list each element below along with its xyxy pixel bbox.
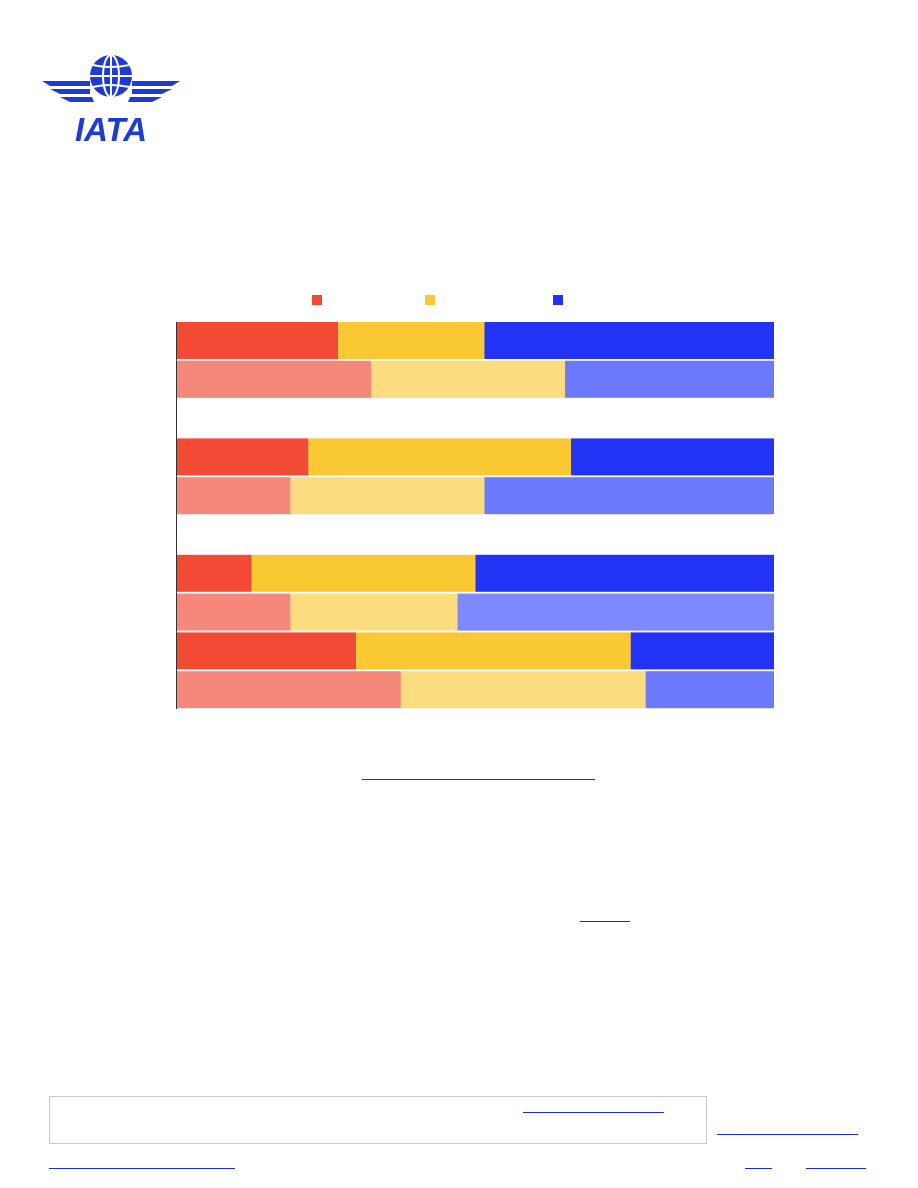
bar-row-10-segment-3 bbox=[645, 671, 774, 709]
bar-row-2-segment-3 bbox=[565, 360, 774, 398]
side-link[interactable] bbox=[717, 1134, 858, 1135]
stacked-bar-chart bbox=[176, 295, 774, 709]
bar-row-2-segment-2 bbox=[371, 360, 566, 398]
bar-row-5-segment-2 bbox=[290, 477, 485, 515]
bar-row-4-segment-2 bbox=[308, 438, 572, 476]
bar-row-9-segment-1 bbox=[177, 632, 357, 670]
iata-logo: IATA bbox=[42, 54, 180, 145]
wings-icon bbox=[42, 81, 180, 102]
legend-swatch-1 bbox=[312, 295, 322, 305]
note-box bbox=[49, 1096, 707, 1144]
bar-row-10-segment-1 bbox=[177, 671, 401, 709]
bar-row-7-segment-1 bbox=[177, 554, 252, 592]
footer-link-middle[interactable] bbox=[745, 1168, 772, 1169]
logo-text: IATA bbox=[75, 111, 147, 145]
bar-row-2-segment-1 bbox=[177, 360, 372, 398]
bar-row-7-segment-2 bbox=[251, 554, 476, 592]
note-link[interactable] bbox=[523, 1112, 664, 1113]
bar-row-7-segment-3 bbox=[475, 554, 774, 592]
bar-row-1-segment-3 bbox=[484, 322, 774, 359]
legend-swatch-3 bbox=[553, 295, 563, 305]
bar-row-9-segment-2 bbox=[356, 632, 631, 670]
footer-link-right[interactable] bbox=[806, 1168, 866, 1169]
bar-row-10-segment-2 bbox=[400, 671, 646, 709]
bar-row-4-segment-1 bbox=[177, 438, 309, 476]
bar-row-4-segment-3 bbox=[571, 438, 774, 476]
reference-link[interactable] bbox=[580, 921, 630, 922]
bar-row-1-segment-2 bbox=[338, 322, 485, 359]
bar-row-9-segment-3 bbox=[630, 632, 774, 670]
chart-legend bbox=[312, 295, 563, 305]
chart-bars bbox=[177, 322, 774, 709]
bar-row-8-segment-3 bbox=[457, 593, 774, 631]
bar-row-5-segment-3 bbox=[484, 477, 774, 515]
bar-row-8-segment-1 bbox=[177, 593, 291, 631]
bar-row-8-segment-2 bbox=[290, 593, 458, 631]
bar-row-1-segment-1 bbox=[177, 322, 339, 359]
bar-row-5-segment-1 bbox=[177, 477, 291, 515]
globe-icon bbox=[90, 54, 132, 98]
legend-swatch-2 bbox=[425, 295, 435, 305]
footer-link-left[interactable] bbox=[49, 1168, 235, 1169]
source-link[interactable] bbox=[362, 779, 595, 780]
